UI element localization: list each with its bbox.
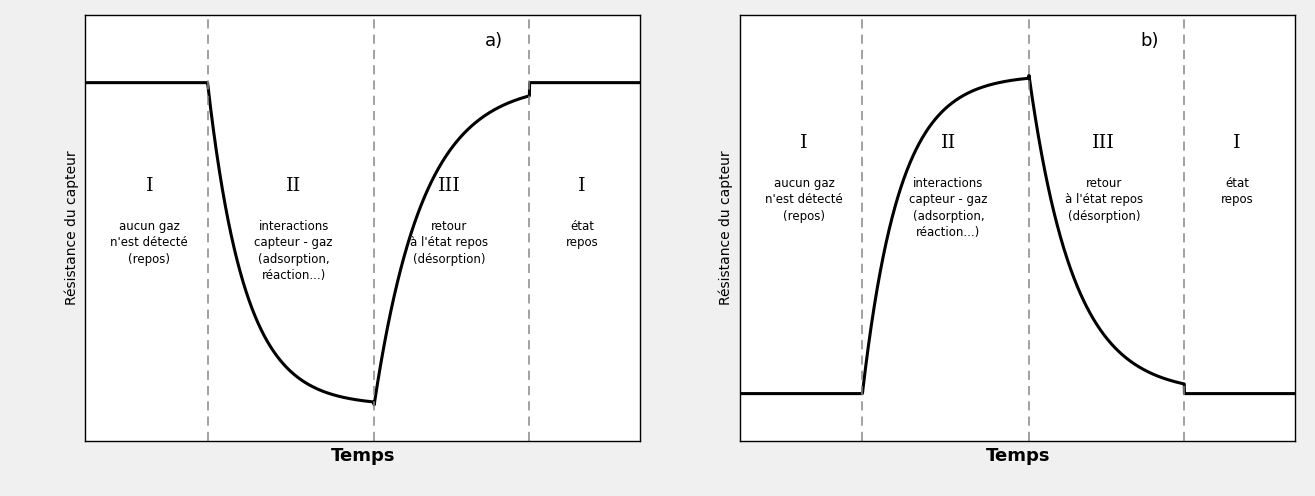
- Text: I: I: [1233, 134, 1241, 152]
- Text: II: II: [285, 177, 301, 195]
- X-axis label: Temps: Temps: [985, 447, 1051, 465]
- X-axis label: Temps: Temps: [330, 447, 396, 465]
- Text: interactions
capteur - gaz
(adsorption,
réaction...): interactions capteur - gaz (adsorption, …: [254, 220, 333, 282]
- Text: b): b): [1140, 32, 1159, 50]
- Text: interactions
capteur - gaz
(adsorption,
réaction...): interactions capteur - gaz (adsorption, …: [909, 177, 988, 240]
- Text: état
repos: état repos: [1220, 177, 1253, 206]
- Text: aucun gaz
n'est détecté
(repos): aucun gaz n'est détecté (repos): [765, 177, 843, 223]
- Text: retour
à l'état repos
(désorption): retour à l'état repos (désorption): [410, 220, 488, 266]
- Text: III: III: [438, 177, 460, 195]
- Text: I: I: [801, 134, 807, 152]
- Text: I: I: [146, 177, 153, 195]
- Text: état
repos: état repos: [565, 220, 598, 249]
- Y-axis label: Résistance du capteur: Résistance du capteur: [64, 151, 79, 306]
- Y-axis label: Résistance du capteur: Résistance du capteur: [719, 151, 734, 306]
- Text: a): a): [485, 32, 504, 50]
- Text: aucun gaz
n'est détecté
(repos): aucun gaz n'est détecté (repos): [110, 220, 188, 266]
- Text: II: II: [940, 134, 956, 152]
- Text: III: III: [1093, 134, 1115, 152]
- Text: I: I: [579, 177, 586, 195]
- Text: retour
à l'état repos
(désorption): retour à l'état repos (désorption): [1065, 177, 1143, 223]
